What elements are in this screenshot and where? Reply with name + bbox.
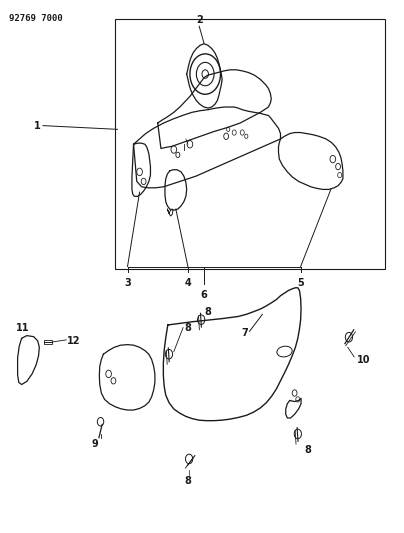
Text: 6: 6	[201, 290, 207, 301]
Text: 3: 3	[124, 278, 131, 288]
Text: 9: 9	[92, 439, 99, 449]
Text: 8: 8	[305, 445, 311, 455]
Text: 2: 2	[197, 14, 203, 25]
Text: 11: 11	[16, 323, 29, 333]
Text: 92769 7000: 92769 7000	[9, 14, 63, 23]
Text: 10: 10	[357, 354, 370, 365]
Text: 5: 5	[297, 278, 304, 288]
Text: 7: 7	[242, 328, 248, 338]
Bar	[44, 340, 52, 344]
Text: 4: 4	[185, 278, 191, 288]
Text: 8: 8	[184, 322, 191, 333]
Text: 12: 12	[67, 336, 81, 346]
Text: 1: 1	[34, 120, 41, 131]
Text: 8: 8	[204, 306, 211, 317]
Bar	[116, 19, 385, 269]
Text: 8: 8	[185, 477, 191, 487]
